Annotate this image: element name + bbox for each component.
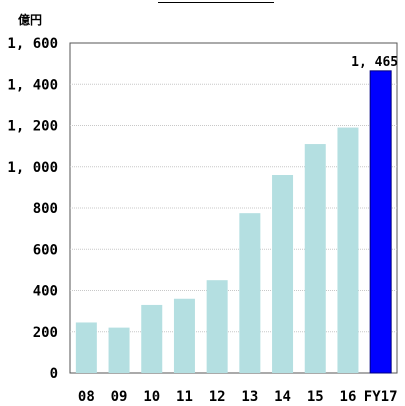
x-tick-label: 10 — [143, 389, 160, 402]
x-tick-label: FY17 — [364, 389, 398, 402]
bar — [304, 144, 326, 373]
y-axis-unit-label: 億円 — [18, 13, 43, 27]
bar — [75, 322, 97, 373]
bar — [369, 70, 392, 374]
data-label: 1, 465 — [351, 55, 398, 70]
bar — [108, 327, 130, 373]
y-tick-label: 800 — [33, 201, 58, 217]
y-tick-label: 400 — [33, 284, 58, 300]
bar — [272, 175, 294, 373]
x-tick-label: 16 — [340, 389, 357, 402]
y-tick-label: 1, 200 — [7, 119, 58, 135]
y-tick-label: 1, 000 — [7, 160, 58, 176]
y-tick-label: 200 — [33, 325, 58, 341]
x-tick-label: 08 — [78, 389, 95, 402]
x-tick-label: 11 — [176, 389, 193, 402]
x-tick-label: 12 — [209, 389, 226, 402]
bar — [337, 127, 359, 373]
x-tick-label: 15 — [307, 389, 324, 402]
bar — [141, 304, 163, 373]
y-tick-label: 1, 600 — [7, 36, 58, 52]
x-tick-label: 14 — [274, 389, 291, 402]
x-tick-label: 13 — [241, 389, 258, 402]
x-tick-label: 09 — [111, 389, 128, 402]
y-tick-label: 600 — [33, 242, 58, 258]
y-tick-label: 1, 400 — [7, 77, 58, 93]
bar — [239, 213, 261, 373]
bar — [206, 280, 228, 373]
title-underline — [158, 2, 274, 3]
y-tick-label: 0 — [50, 366, 58, 382]
bar — [173, 298, 195, 373]
